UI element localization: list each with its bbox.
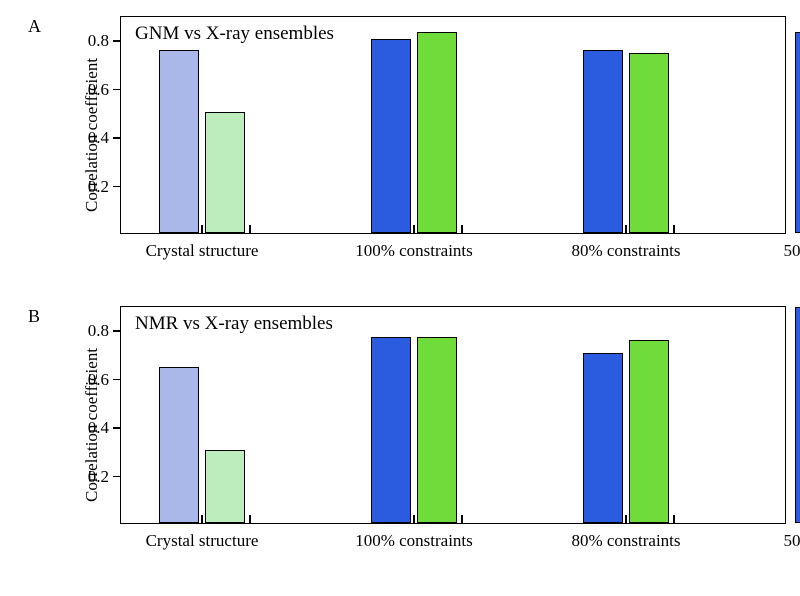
y-tick [113, 427, 121, 429]
x-tick [249, 225, 251, 233]
y-tick-label: 0.8 [88, 321, 109, 341]
y-tick-label: 0.6 [88, 80, 109, 100]
y-tick [113, 137, 121, 139]
bar [795, 32, 800, 233]
y-tick [113, 186, 121, 188]
bar [417, 337, 457, 524]
x-category-label: 50% constraints [783, 531, 800, 551]
chart-frame-a: GNM vs X-ray ensembles 0.20.40.60.8Cryst… [120, 16, 786, 234]
bar [629, 53, 669, 233]
y-tick [113, 379, 121, 381]
x-tick [625, 515, 627, 523]
x-category-label: 80% constraints [571, 241, 680, 261]
bar [205, 450, 245, 523]
bar [417, 32, 457, 233]
panel-label-b: B [28, 306, 40, 327]
bar [629, 340, 669, 523]
bar [371, 337, 411, 524]
x-tick [461, 515, 463, 523]
panel-label-a: A [28, 16, 41, 37]
x-category-label: 80% constraints [571, 531, 680, 551]
x-tick [249, 515, 251, 523]
x-category-label: 100% constraints [355, 241, 473, 261]
plot-area-b: 0.20.40.60.8Crystal structure100% constr… [121, 307, 785, 523]
y-tick [113, 330, 121, 332]
bar [205, 112, 245, 233]
y-tick [113, 89, 121, 91]
bar [583, 50, 623, 233]
bar [795, 307, 800, 523]
plot-area-a: 0.20.40.60.8Crystal structure100% constr… [121, 17, 785, 233]
x-tick [201, 225, 203, 233]
y-tick-label: 0.4 [88, 128, 109, 148]
chart-frame-b: NMR vs X-ray ensembles 0.20.40.60.8Cryst… [120, 306, 786, 524]
bar [159, 367, 199, 523]
y-tick-label: 0.6 [88, 370, 109, 390]
x-category-label: Crystal structure [146, 531, 259, 551]
bar [159, 50, 199, 233]
bar [583, 353, 623, 523]
y-tick-label: 0.8 [88, 31, 109, 51]
y-tick-label: 0.2 [88, 177, 109, 197]
bar [371, 39, 411, 233]
y-tick-label: 0.4 [88, 418, 109, 438]
x-category-label: 50% constraints [783, 241, 800, 261]
y-tick-label: 0.2 [88, 467, 109, 487]
x-tick [201, 515, 203, 523]
x-tick [461, 225, 463, 233]
x-category-label: 100% constraints [355, 531, 473, 551]
x-tick [413, 225, 415, 233]
x-tick [673, 225, 675, 233]
x-category-label: Crystal structure [146, 241, 259, 261]
x-tick [413, 515, 415, 523]
x-tick [673, 515, 675, 523]
y-tick [113, 40, 121, 42]
y-tick [113, 476, 121, 478]
x-tick [625, 225, 627, 233]
